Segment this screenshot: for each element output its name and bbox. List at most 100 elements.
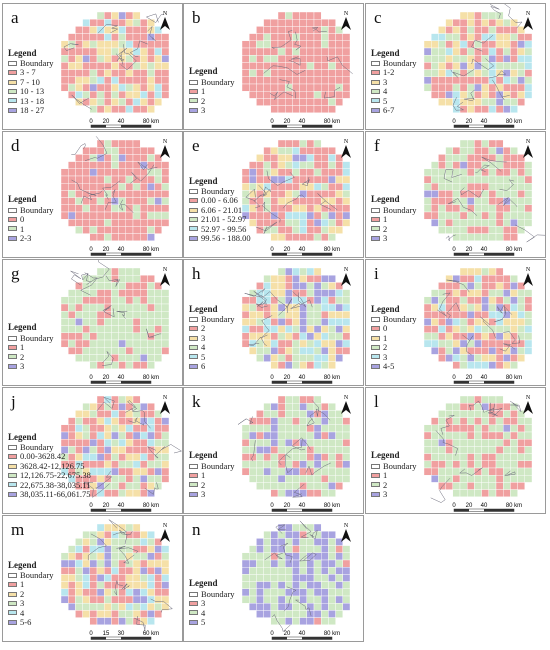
grid-cell	[154, 460, 163, 469]
grid-cell	[320, 18, 329, 27]
svg-text:N: N	[526, 139, 531, 145]
legend-swatch	[371, 326, 380, 332]
map-panel-i: i N Legend Boundary 0 1 2 3 4-5 0 20 40 80 km	[365, 259, 546, 386]
grid-cell	[154, 83, 163, 92]
legend-swatch	[371, 472, 380, 478]
grid-cell	[96, 574, 105, 582]
grid-cell	[139, 318, 148, 326]
district-boundary-line	[475, 164, 491, 174]
grid-cell	[118, 482, 126, 490]
grid-cell	[270, 197, 279, 205]
grid-cell	[241, 311, 250, 319]
grid-cell	[75, 545, 83, 554]
grid-cell	[452, 197, 461, 205]
grid-cell	[459, 161, 468, 170]
grid-cell	[147, 460, 155, 469]
grid-cell	[111, 489, 119, 497]
grid-cell	[335, 595, 344, 604]
grid-cell	[438, 154, 446, 162]
grid-cell	[154, 98, 163, 106]
legend-item: 52.97 - 99.56	[189, 224, 251, 233]
grid-cell	[481, 11, 489, 20]
legend-item: 13 - 18	[8, 96, 54, 105]
grid-cell	[488, 453, 497, 461]
grid-cell	[328, 318, 336, 326]
grid-cell	[481, 346, 489, 355]
legend-label: 99.56 - 188.00	[201, 232, 251, 243]
grid-cell	[89, 40, 98, 49]
grid-cell	[89, 18, 98, 27]
map-panel-j: j N Legend Boundary 0.00-3628.42 3628.42-12,1…	[2, 387, 183, 514]
grid-cell	[161, 581, 170, 589]
grid-cell	[488, 482, 497, 490]
grid-cell	[466, 190, 475, 198]
grid-cell	[154, 417, 163, 426]
grid-cell	[147, 183, 155, 191]
grid-cell	[320, 581, 329, 589]
grid-cell	[125, 574, 134, 582]
grid-cell	[459, 76, 468, 85]
svg-text:20: 20	[466, 503, 473, 509]
grid-cell	[96, 204, 105, 213]
grid-cell	[474, 211, 482, 220]
grid-cell	[299, 83, 307, 92]
grid-cell	[459, 318, 468, 326]
grid-cell	[502, 18, 511, 27]
grid-cell	[111, 154, 119, 162]
grid-cell	[292, 18, 300, 27]
grid-cell	[277, 325, 286, 333]
grid-cell	[277, 282, 286, 290]
grid-cell	[423, 453, 432, 461]
grid-cell	[328, 325, 336, 333]
grid-cell	[517, 175, 526, 184]
grid-cell	[502, 282, 511, 290]
svg-text:N: N	[344, 523, 349, 529]
grid-cell	[517, 168, 526, 177]
grid-cell	[75, 218, 83, 227]
grid-cell	[459, 11, 468, 20]
grid-cell	[248, 552, 257, 561]
grid-cell	[147, 489, 155, 497]
grid-cell	[306, 83, 315, 92]
grid-cell	[161, 289, 170, 298]
grid-cell	[466, 47, 475, 56]
grid-cell	[474, 303, 482, 312]
grid-cell	[111, 211, 119, 220]
grid-cell	[161, 424, 170, 433]
grid-cell	[111, 33, 119, 42]
map-panel-e: e N Legend Boundary 0.00 - 6.06 6.06 - 21.01 2…	[183, 131, 364, 258]
grid-cell	[67, 602, 76, 611]
district-boundary-line	[464, 89, 475, 102]
legend-label: 3	[383, 489, 388, 499]
legend-item: 12,126.75-22,675.38	[8, 471, 91, 480]
map-panel-c: c N Legend Boundary 1-2 3 4 5 6-7 0 20 40 80 km	[365, 3, 546, 130]
district-boundary-line	[269, 91, 294, 100]
grid-cell	[277, 417, 286, 426]
grid-cell	[299, 233, 307, 241]
grid-cell	[125, 40, 134, 49]
legend-item: 1-2	[371, 68, 417, 77]
district-boundary-line	[481, 156, 507, 172]
svg-text:20: 20	[103, 503, 110, 509]
grid-cell	[466, 105, 475, 113]
district-boundary-line	[118, 47, 128, 65]
grid-cell	[263, 33, 271, 42]
grid-cell	[481, 83, 489, 92]
grid-cell	[438, 26, 446, 34]
district-boundary-line	[462, 334, 474, 356]
grid-cell	[82, 567, 90, 575]
grid-cell	[299, 588, 307, 597]
grid-cell	[111, 424, 119, 433]
grid-cell	[452, 18, 461, 27]
north-arrow-icon: N	[521, 137, 535, 159]
grid-cell	[103, 33, 112, 42]
grid-cell	[60, 311, 69, 319]
grid-cell	[75, 62, 83, 70]
grid-cell	[118, 303, 126, 312]
grid-cell	[82, 581, 90, 589]
grid-cell	[517, 431, 526, 440]
grid-cell	[111, 55, 119, 63]
grid-cell	[292, 581, 300, 589]
grid-cell	[342, 346, 351, 355]
grid-cell	[270, 559, 279, 568]
